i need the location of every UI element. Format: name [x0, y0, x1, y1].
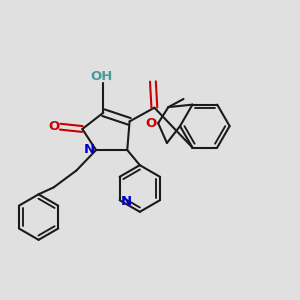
Text: N: N — [84, 143, 95, 157]
Text: N: N — [121, 195, 132, 208]
Text: O: O — [146, 117, 157, 130]
Text: O: O — [49, 120, 60, 133]
Text: OH: OH — [91, 70, 113, 83]
